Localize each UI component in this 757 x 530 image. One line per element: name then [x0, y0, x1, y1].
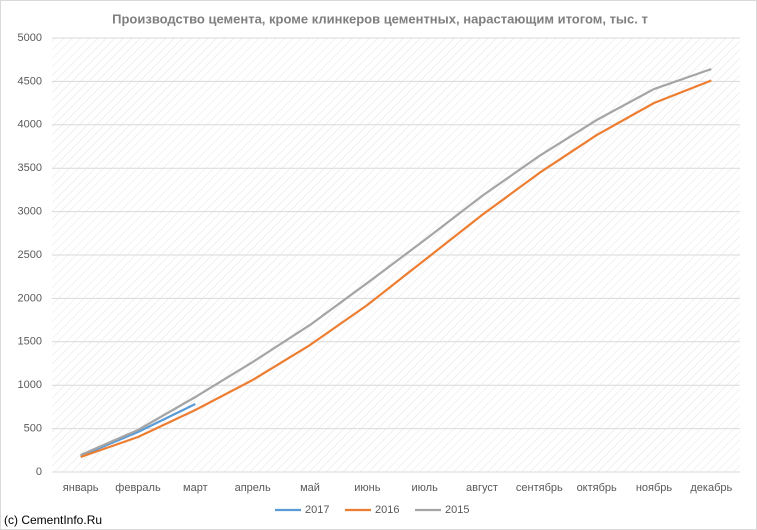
series-line	[80, 79, 712, 459]
series-line	[80, 67, 712, 456]
chart-title: Производство цемента, кроме клинкеров це…	[112, 11, 648, 26]
source-note: (c) CementInfo.Ru	[4, 513, 102, 527]
x-tick-label: декабрь	[690, 482, 732, 494]
x-tick-label: май	[300, 482, 320, 494]
x-tick-label: сентябрь	[516, 482, 563, 494]
x-tick-label: июнь	[354, 482, 380, 494]
legend-label: 2016	[375, 504, 399, 516]
y-tick-label: 2000	[18, 292, 42, 304]
x-tick-label: ноябрь	[636, 482, 673, 494]
x-tick-label: август	[466, 482, 498, 494]
y-tick-label: 4000	[18, 119, 42, 131]
y-tick-label: 2500	[18, 249, 42, 261]
y-tick-label: 4500	[18, 75, 42, 87]
x-tick-label: март	[183, 482, 208, 494]
legend-label: 2015	[445, 504, 469, 516]
y-tick-label: 0	[36, 466, 42, 478]
y-tick-label: 500	[24, 423, 42, 435]
series-line	[80, 403, 196, 458]
y-tick-label: 3500	[18, 162, 42, 174]
x-tick-label: апрель	[235, 482, 271, 494]
x-tick-label: январь	[63, 482, 99, 494]
y-tick-label: 5000	[18, 32, 42, 44]
y-tick-label: 1500	[18, 336, 42, 348]
x-tick-label: февраль	[115, 482, 161, 494]
x-tick-label: июль	[412, 482, 439, 494]
y-tick-label: 3000	[18, 206, 42, 218]
legend-label: 2017	[305, 504, 329, 516]
y-tick-label: 1000	[18, 379, 42, 391]
x-tick-label: октябрь	[577, 482, 617, 494]
